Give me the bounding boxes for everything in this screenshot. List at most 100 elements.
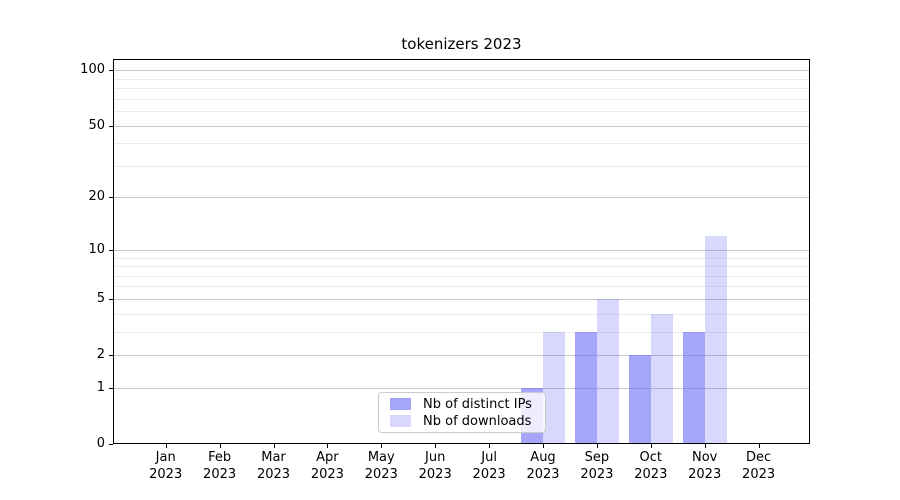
x-tick-label-line: 2023 (472, 466, 506, 482)
x-tick-mark (650, 444, 652, 448)
bar-downloads (543, 331, 565, 444)
x-tick-mark (543, 444, 544, 448)
gridline-minor (114, 165, 809, 167)
x-tick-label: Nov 2023 (673, 450, 737, 483)
x-tick-label: Sep 2023 (565, 450, 629, 483)
x-tick-label-line: Jul (481, 450, 497, 465)
legend-row-downloads: Nb of downloads (379, 413, 545, 430)
x-tick-label-line: 2023 (256, 466, 291, 482)
y-tick-mark (109, 70, 113, 72)
x-tick-mark (327, 444, 329, 448)
bar-distinct-ips (628, 355, 651, 444)
y-tick-label: 20 (88, 189, 105, 205)
gridline-major (114, 298, 809, 300)
x-tick-label-line: 2023 (203, 466, 237, 482)
gridline-minor (114, 313, 809, 315)
gridline-major (114, 387, 809, 389)
legend-label-distinct-ips: Nb of distinct IPs (423, 396, 532, 412)
x-tick-label-line: 2023 (742, 466, 776, 482)
gridline-minor (114, 266, 809, 267)
x-tick-label-line: 2023 (310, 466, 344, 482)
x-tick-label: Oct 2023 (619, 450, 683, 483)
y-tick-mark (109, 387, 113, 389)
bar-downloads (650, 313, 673, 444)
y-tick-label: 50 (88, 117, 105, 133)
x-tick-label-line: Aug (530, 450, 556, 465)
x-tick-label-line: Apr (316, 450, 339, 465)
bar-distinct-ips (682, 331, 705, 444)
x-tick-label: Jun 2023 (403, 450, 467, 483)
bar-downloads (596, 298, 619, 444)
x-tick-label: Apr 2023 (295, 450, 359, 483)
bar-distinct-ips (574, 331, 597, 444)
legend-label-downloads: Nb of downloads (423, 413, 532, 429)
legend: Nb of distinct IPs Nb of downloads (378, 392, 546, 433)
y-tick-mark (109, 197, 113, 199)
gridline-minor (114, 111, 809, 113)
x-tick-label-line: Dec (746, 450, 772, 465)
x-tick-label: Feb 2023 (188, 450, 252, 483)
x-tick-label: Jan 2023 (134, 450, 198, 483)
x-tick-label-line: 2023 (634, 466, 668, 482)
x-tick-mark (758, 444, 760, 448)
x-tick-label-line: Nov (692, 450, 718, 465)
x-tick-label-line: Sep (584, 450, 610, 465)
x-tick-label: Jul 2023 (457, 450, 521, 483)
x-tick-label-line: Mar (261, 450, 286, 465)
y-tick-mark (109, 298, 113, 300)
x-tick-mark (273, 444, 275, 448)
gridline-minor (114, 78, 809, 80)
x-tick-mark (704, 444, 706, 448)
x-tick-mark (596, 444, 598, 448)
x-tick-label-line: 2023 (149, 466, 183, 482)
gridline-minor (114, 275, 809, 277)
x-tick-label-line: 2023 (688, 466, 722, 482)
gridline-minor (114, 257, 809, 259)
x-tick-label-line: Jan (155, 450, 176, 465)
x-tick-label: Aug 2023 (511, 450, 575, 483)
x-tick-label-line: 2023 (526, 466, 560, 482)
y-tick-mark (109, 355, 113, 356)
x-tick-label: May 2023 (349, 450, 413, 483)
x-tick-label-line: Feb (208, 450, 232, 465)
bar-downloads (704, 236, 727, 444)
x-tick-label-line: Oct (639, 450, 663, 465)
y-tick-label: 5 (96, 290, 105, 306)
x-tick-label-line: 2023 (418, 466, 452, 482)
legend-swatch-distinct-ips (390, 398, 411, 410)
y-tick-label: 0 (96, 436, 105, 451)
gridline-minor (114, 143, 809, 145)
x-tick-mark (219, 444, 221, 448)
x-tick-label: Dec 2023 (727, 450, 791, 483)
x-tick-label-line: May (367, 450, 395, 465)
x-tick-label-line: Jun (425, 450, 446, 465)
y-tick-label: 10 (88, 241, 105, 257)
x-tick-label-line: 2023 (580, 466, 614, 482)
gridline-minor (114, 98, 809, 100)
gridline-major (114, 197, 809, 199)
y-tick-label: 100 (80, 62, 105, 78)
y-tick-label: 2 (96, 347, 105, 362)
legend-swatch-downloads (390, 415, 411, 427)
gridline-minor (114, 286, 809, 288)
x-tick-mark (381, 444, 383, 448)
gridline-major (114, 355, 809, 356)
legend-row-distinct-ips: Nb of distinct IPs (379, 396, 545, 413)
gridline-minor (114, 88, 809, 90)
gridline-major (114, 249, 809, 251)
x-tick-mark (435, 444, 437, 448)
x-tick-mark (165, 444, 167, 448)
x-tick-label: Mar 2023 (242, 450, 306, 483)
y-tick-mark (109, 125, 113, 127)
x-tick-label-line: 2023 (364, 466, 398, 482)
chart-title: tokenizers 2023 (401, 35, 522, 53)
x-tick-mark (489, 444, 491, 448)
gridline-major (114, 125, 809, 127)
y-tick-mark (109, 444, 113, 445)
y-tick-label: 1 (96, 379, 105, 395)
gridline-major (114, 70, 809, 72)
gridline-minor (114, 331, 809, 333)
y-tick-mark (109, 249, 113, 251)
